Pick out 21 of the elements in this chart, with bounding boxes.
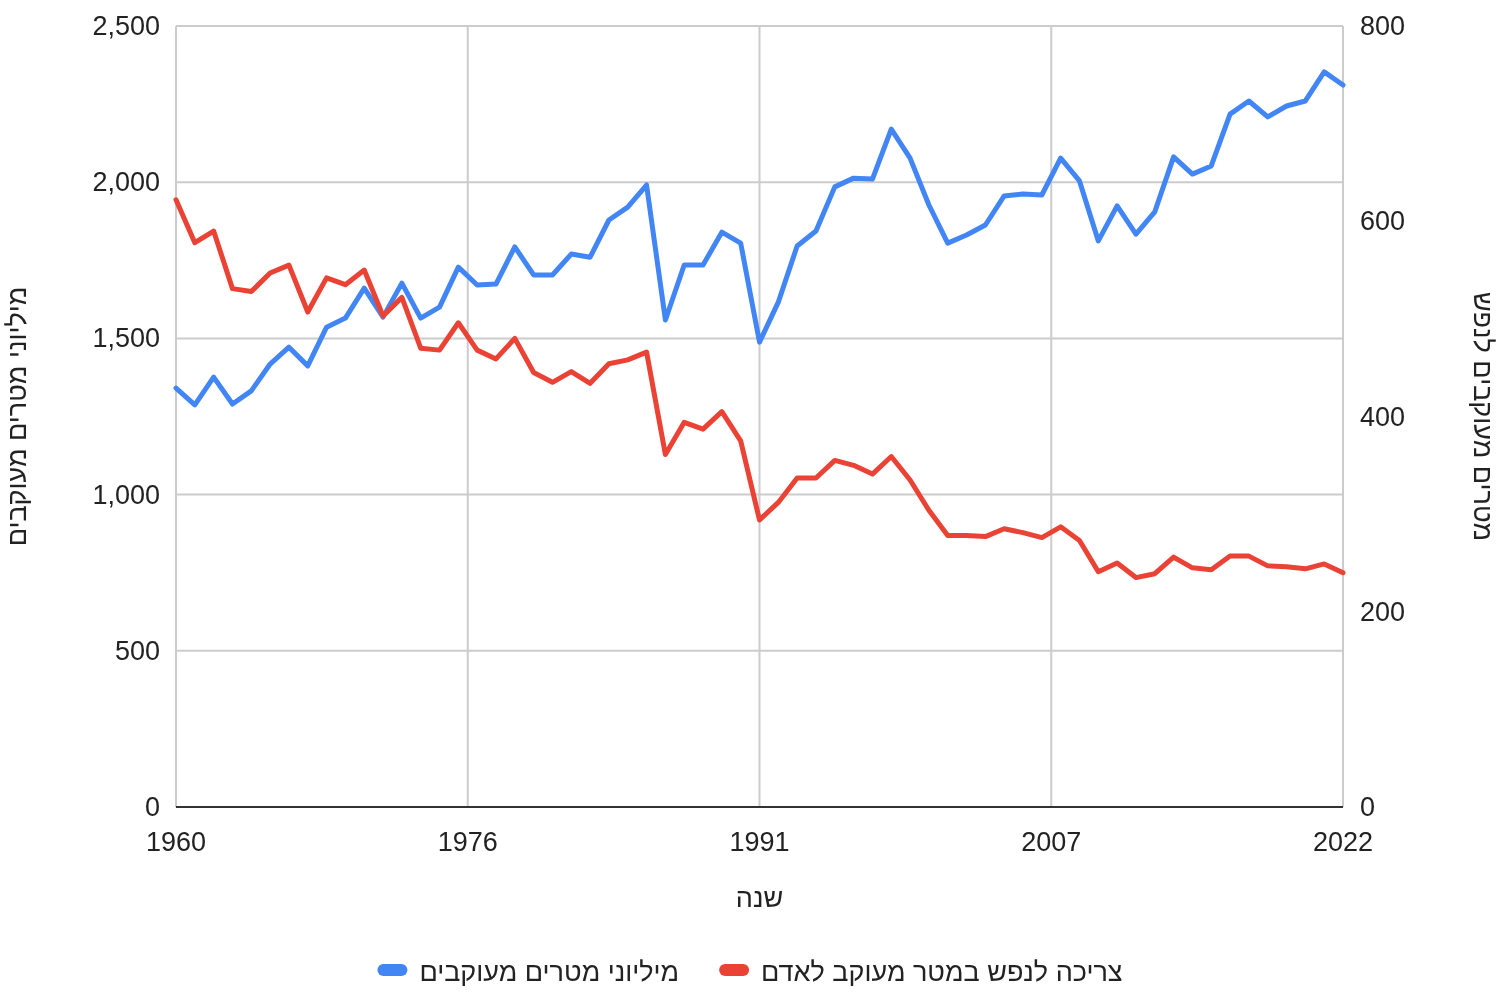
x-tick-label: 2022 (1312, 827, 1374, 857)
legend-label: מיליוני מטרים מעוקבים (419, 957, 680, 987)
y2-tick-label: 400 (1360, 401, 1406, 432)
x-tick-label: 1976 (437, 827, 498, 857)
y2-tick-label: 800 (1360, 11, 1406, 41)
y-tick-label: 500 (114, 635, 160, 666)
y-tick-label: 1,000 (92, 479, 160, 510)
y-axis-title: מיליוני מטרים מעוקבים (2, 286, 32, 547)
legend-label: צריכה לנפש במטר מעוקב לאדם (761, 957, 1123, 987)
x-tick-label: 1960 (145, 827, 207, 857)
y2-tick-label: 200 (1360, 596, 1406, 627)
y2-tick-label: 0 (1360, 792, 1376, 822)
y-tick-label: 0 (144, 792, 160, 822)
y-tick-label: 1,500 (92, 323, 160, 354)
y2-axis-title: מטרים מעוקבים לנפש (1468, 291, 1498, 542)
y-tick-label: 2,500 (92, 11, 160, 41)
y-tick-label: 2,000 (92, 167, 160, 198)
y2-tick-label: 600 (1360, 206, 1406, 237)
x-axis-title: שנה (735, 883, 784, 913)
x-tick-label: 1991 (729, 827, 790, 857)
x-tick-label: 2007 (1021, 827, 1082, 857)
